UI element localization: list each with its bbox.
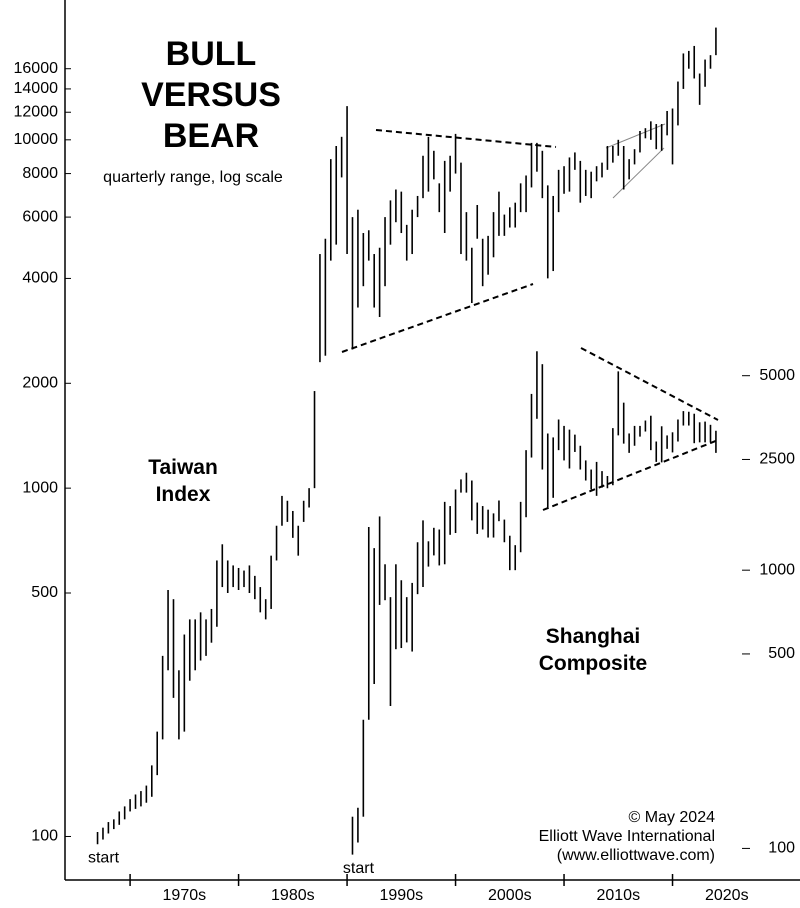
- credit: (www.elliottwave.com): [557, 847, 715, 864]
- y2-tick-label: 100: [768, 840, 795, 857]
- series: [351, 351, 717, 855]
- chart-title: VERSUS: [141, 76, 281, 114]
- credit: Elliott Wave International: [539, 828, 715, 845]
- y-tick-label: 1000: [22, 479, 58, 496]
- y2-tick-label: 5000: [759, 367, 795, 384]
- y-tick-label: 2000: [22, 375, 58, 392]
- series-label: Shanghai Composite: [539, 625, 648, 675]
- y-tick-label: 14000: [14, 80, 59, 97]
- y-tick-label: 12000: [14, 103, 59, 120]
- y-tick-label: 8000: [22, 165, 58, 182]
- x-tick-label: 2000s: [488, 887, 532, 904]
- trend-line: [375, 129, 557, 148]
- x-tick-label: 1990s: [380, 887, 424, 904]
- x-tick-label: 2010s: [596, 887, 640, 904]
- trend-line: [612, 147, 665, 199]
- y2-tick-label: 2500: [759, 451, 795, 468]
- y-tick-label: 100: [31, 828, 58, 845]
- x-tick-label: 1970s: [163, 887, 207, 904]
- series-label-line: Composite: [539, 652, 648, 675]
- y2-tick-label: 1000: [759, 561, 795, 578]
- trend-line: [605, 123, 666, 149]
- trend-lines: [341, 123, 719, 511]
- series-label: Taiwan Index: [148, 456, 218, 506]
- y-tick-label: 6000: [22, 208, 58, 225]
- trend-line: [542, 439, 719, 511]
- y2-tick-label: 500: [768, 645, 795, 662]
- series: [96, 27, 717, 845]
- start-label: start: [88, 849, 120, 866]
- series-label-line: Shanghai: [546, 625, 641, 648]
- chart-subtitle: quarterly range, log scale: [103, 169, 283, 186]
- y-tick-label: 10000: [14, 131, 59, 148]
- y-tick-label: 16000: [14, 60, 59, 77]
- chart-title: BULL: [166, 35, 257, 73]
- y-tick-label: 4000: [22, 270, 58, 287]
- start-label: start: [343, 860, 375, 877]
- chart-title: BEAR: [163, 117, 259, 155]
- x-tick-label: 1980s: [271, 887, 315, 904]
- x-tick-label: 2020s: [705, 887, 749, 904]
- credit: © May 2024: [629, 809, 716, 826]
- series-label-line: Index: [156, 483, 211, 506]
- trend-line: [341, 283, 534, 353]
- trend-line: [580, 347, 719, 421]
- y-tick-label: 500: [31, 584, 58, 601]
- series-label-line: Taiwan: [148, 456, 218, 479]
